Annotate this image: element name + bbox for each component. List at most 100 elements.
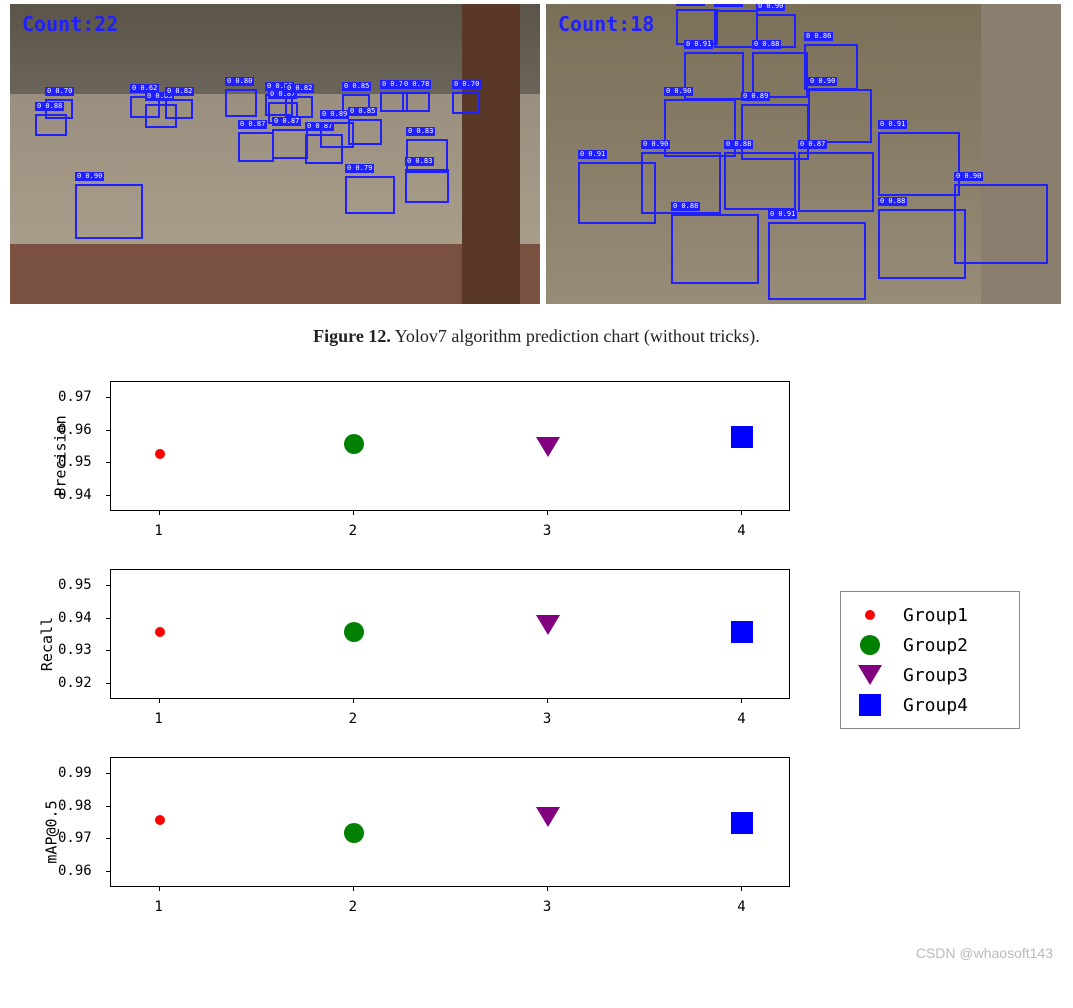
bbox-label: 0 0.86 — [676, 4, 705, 6]
subplot-recall: Recall0.920.930.940.951234 — [10, 559, 810, 729]
bounding-box: 0 0.79 — [345, 176, 395, 214]
data-marker — [344, 434, 364, 454]
chart-column: Precision0.940.950.960.971234Recall0.920… — [10, 371, 810, 935]
legend-item: Group3 — [855, 660, 1005, 690]
bbox-label: 0 0.85 — [348, 107, 377, 116]
plot-area — [110, 757, 790, 887]
bbox-label: 0 0.90 — [641, 140, 670, 149]
count-label-right: Count:18 — [558, 12, 654, 36]
x-tick-label: 1 — [154, 523, 162, 539]
y-tick-label: 0.93 — [58, 642, 92, 658]
detection-image-left: Count:22 0 0.700 0.880 0.620 0.830 0.820… — [10, 4, 540, 304]
legend-container: Group1 Group2 Group3 Group4 — [810, 371, 990, 935]
caption-text: Yolov7 algorithm prediction chart (witho… — [395, 326, 760, 346]
bbox-label: 0 0.89 — [714, 4, 743, 7]
bounding-box: 0 0.87 — [798, 152, 874, 212]
y-tick-label: 0.97 — [58, 389, 92, 405]
data-marker — [344, 622, 364, 642]
bounding-box: 0 0.85 — [348, 119, 382, 145]
legend-item: Group1 — [855, 600, 1005, 630]
x-tick-label: 2 — [349, 899, 357, 915]
bounding-box: 0 0.83 — [405, 169, 449, 203]
x-tick-label: 4 — [737, 711, 745, 727]
y-tick-label: 0.96 — [58, 422, 92, 438]
bbox-label: 0 0.90 — [75, 172, 104, 181]
x-tick-label: 1 — [154, 711, 162, 727]
data-marker — [731, 621, 753, 643]
data-marker — [731, 812, 753, 834]
detection-image-right: Count:18 0 0.860 0.890 0.900 0.910 0.880… — [546, 4, 1061, 304]
bbox-label: 0 0.79 — [345, 164, 374, 173]
bounding-box: 0 0.90 — [808, 89, 872, 143]
bbox-label: 0 0.88 — [724, 140, 753, 149]
x-tick-label: 3 — [543, 711, 551, 727]
legend-label: Group2 — [903, 635, 968, 656]
bbox-label: 0 0.70 — [452, 80, 481, 89]
bbox-label: 0 0.88 — [878, 197, 907, 206]
bbox-label: 0 0.70 — [45, 87, 74, 96]
legend-item: Group4 — [855, 690, 1005, 720]
bbox-label: 0 0.90 — [664, 87, 693, 96]
bounding-box: 0 0.88 — [671, 214, 759, 284]
bbox-label: 0 0.82 — [285, 84, 314, 93]
data-marker — [155, 815, 165, 825]
bounding-box: 0 0.88 — [724, 152, 796, 210]
watermark: CSDN @whaosoft143 — [0, 935, 1073, 967]
bbox-label: 0 0.90 — [954, 172, 983, 181]
bounding-box: 0 0.80 — [225, 89, 257, 117]
bbox-label: 0 0.85 — [342, 82, 371, 91]
chart-container: Precision0.940.950.960.971234Recall0.920… — [0, 371, 1073, 935]
bbox-label: 0 0.88 — [752, 40, 781, 49]
bbox-label: 0 0.91 — [578, 150, 607, 159]
bounding-box: 0 0.91 — [578, 162, 656, 224]
bbox-label: 0 0.87 — [272, 117, 301, 126]
legend-marker-icon — [855, 610, 885, 620]
legend-label: Group4 — [903, 695, 968, 716]
bbox-label: 0 0.80 — [225, 77, 254, 86]
y-tick-label: 0.98 — [58, 798, 92, 814]
y-tick-label: 0.94 — [58, 487, 92, 503]
bounding-box: 0 0.88 — [35, 114, 67, 136]
y-tick-label: 0.99 — [58, 765, 92, 781]
bbox-label: 0 0.86 — [804, 32, 833, 41]
bbox-label: 0 0.89 — [320, 110, 349, 119]
bounding-box: 0 0.87 — [272, 129, 308, 159]
bounding-box: 0 0.82 — [285, 96, 313, 118]
legend-marker-icon — [855, 694, 885, 716]
data-marker — [344, 823, 364, 843]
bbox-label: 0 0.90 — [808, 77, 837, 86]
x-tick-label: 3 — [543, 899, 551, 915]
legend-label: Group1 — [903, 605, 968, 626]
legend-label: Group3 — [903, 665, 968, 686]
bounding-box: 0 0.87 — [238, 132, 274, 162]
x-tick-label: 2 — [349, 711, 357, 727]
x-tick-label: 2 — [349, 523, 357, 539]
y-tick-label: 0.95 — [58, 577, 92, 593]
legend-marker-icon — [855, 665, 885, 685]
x-tick-label: 4 — [737, 899, 745, 915]
bounding-box: 0 0.78 — [402, 92, 430, 112]
bbox-label: 0 0.91 — [684, 40, 713, 49]
bounding-box: 0 0.91 — [768, 222, 866, 300]
legend-box: Group1 Group2 Group3 Group4 — [840, 591, 1020, 729]
bbox-label: 0 0.88 — [35, 102, 64, 111]
bounding-box: 0 0.82 — [165, 99, 193, 119]
data-marker — [536, 615, 560, 635]
y-tick-label: 0.96 — [58, 863, 92, 879]
x-tick-label: 3 — [543, 523, 551, 539]
legend-item: Group2 — [855, 630, 1005, 660]
data-marker — [155, 627, 165, 637]
bbox-label: 0 0.83 — [406, 127, 435, 136]
bbox-label: 0 0.87 — [798, 140, 827, 149]
bounding-box: 0 0.90 — [954, 184, 1048, 264]
legend-marker-icon — [855, 635, 885, 655]
data-marker — [536, 807, 560, 827]
plot-area — [110, 381, 790, 511]
y-tick-label: 0.92 — [58, 675, 92, 691]
data-marker — [731, 426, 753, 448]
y-tick-label: 0.95 — [58, 454, 92, 470]
bbox-label: 0 0.88 — [671, 202, 700, 211]
data-marker — [155, 449, 165, 459]
bounding-box: 0 0.91 — [878, 132, 960, 196]
bounding-box: 0 0.90 — [75, 184, 143, 239]
